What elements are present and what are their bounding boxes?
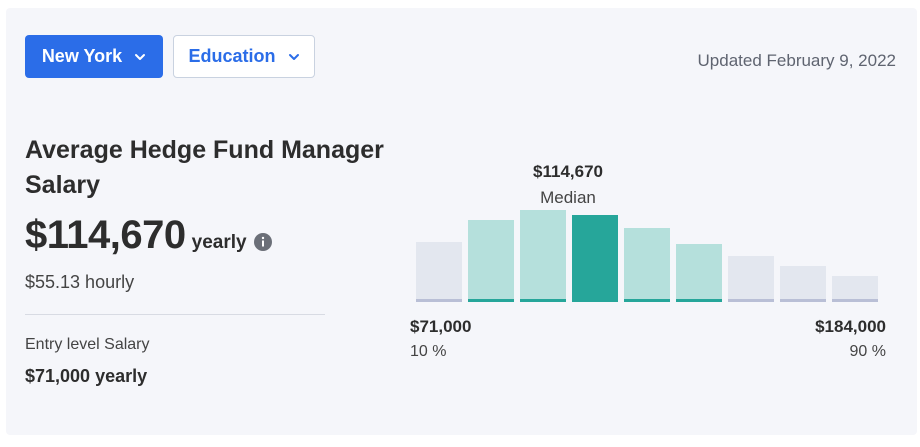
histogram-bar-base (416, 299, 462, 302)
histogram-bar (728, 256, 774, 302)
salary-period: yearly (191, 232, 247, 253)
salary-row: $114,670 yearly (25, 213, 272, 258)
median-value: $114,670 (533, 162, 603, 181)
histogram-bar (572, 215, 618, 302)
salary-histogram (416, 210, 878, 302)
histogram-bar-base (832, 299, 878, 302)
entry-level-value: $71,000 yearly (25, 366, 148, 386)
median-label: Median (540, 188, 596, 207)
histogram-bar (416, 242, 462, 302)
histogram-bar-base (520, 299, 566, 302)
histogram-bar-base (572, 299, 618, 302)
histogram-bar (624, 228, 670, 302)
histogram-bar (780, 266, 826, 302)
hourly-salary: $55.13 hourly (25, 272, 135, 292)
high-value: $184,000 (815, 317, 886, 336)
location-dropdown[interactable]: New York (25, 35, 163, 78)
salary-amount: $114,670 (25, 213, 186, 257)
entry-level-label: Entry level Salary (25, 336, 150, 353)
low-value: $71,000 (410, 317, 472, 336)
low-percentile: 10 % (410, 343, 447, 360)
histogram-bar-base (728, 299, 774, 302)
location-label: New York (41, 46, 123, 66)
education-dropdown[interactable]: Education (173, 35, 315, 78)
histogram-bar (676, 244, 722, 302)
chevron-down-icon (288, 51, 300, 63)
education-label: Education (188, 46, 276, 66)
histogram-bar-base (468, 299, 514, 302)
updated-date: Updated February 9, 2022 (697, 51, 896, 70)
histogram-bar-base (624, 299, 670, 302)
chevron-down-icon (134, 51, 146, 63)
high-percentile: 90 % (849, 343, 886, 360)
histogram-bar (520, 210, 566, 302)
histogram-bar-base (676, 299, 722, 302)
histogram-bar (468, 220, 514, 302)
histogram-bar-base (780, 299, 826, 302)
histogram-bar (832, 276, 878, 302)
salary-card (6, 8, 917, 435)
info-icon[interactable] (253, 232, 272, 251)
divider (25, 314, 325, 315)
page-title: Average Hedge Fund Manager Salary (25, 136, 384, 199)
